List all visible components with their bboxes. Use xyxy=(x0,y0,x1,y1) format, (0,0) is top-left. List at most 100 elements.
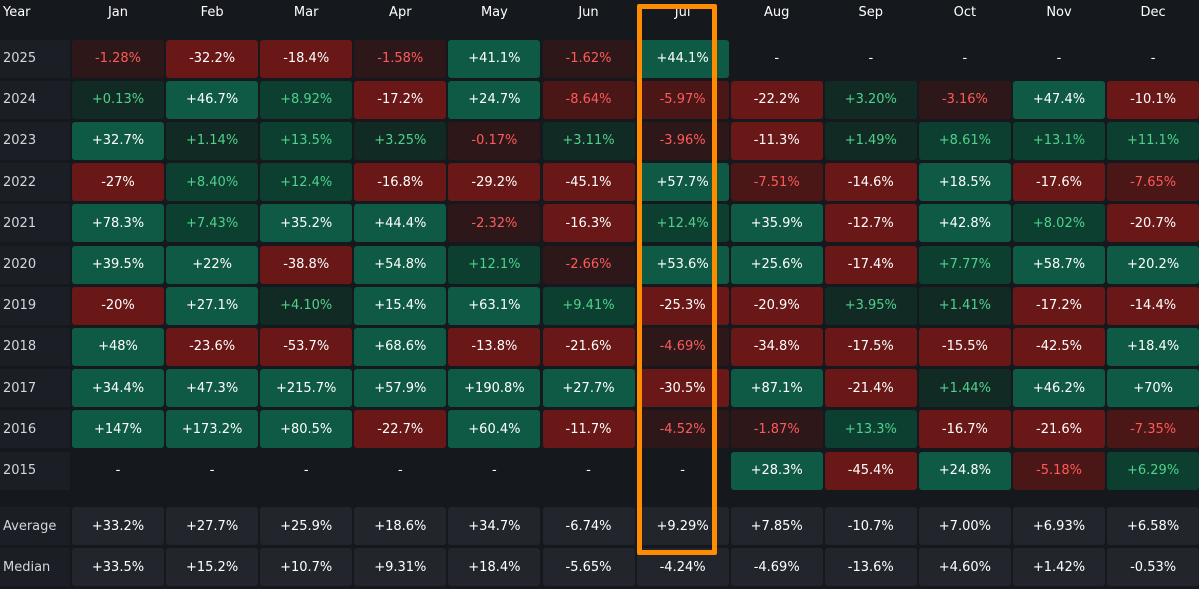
cell-2018-oct: -15.5% xyxy=(918,327,1011,366)
cell-2025-feb: -32.2% xyxy=(166,39,259,78)
cell-2015-apr: - xyxy=(397,463,403,478)
cell-2016-sep: +13.3% xyxy=(824,410,917,449)
cell-2020-apr: +54.8% xyxy=(354,245,447,284)
cell-2018-jun: -21.6% xyxy=(542,327,635,366)
cell-2020-mar: -38.8% xyxy=(260,245,353,284)
cell-2024-apr: -17.2% xyxy=(354,80,447,119)
cell-2017-jan: +34.4% xyxy=(72,369,164,408)
cell-2025-apr: -1.58% xyxy=(354,39,447,78)
cell-2018-may: -13.8% xyxy=(448,327,541,366)
cell-2025-mar: -18.4% xyxy=(260,39,353,78)
cell-2015-sep: -45.4% xyxy=(824,451,917,490)
cell-2024-jan: +0.13% xyxy=(72,80,164,119)
rows-label-2019: 2019 xyxy=(0,286,70,325)
cell-median-jul: -4.24% xyxy=(636,548,729,587)
column-header-nov: Nov xyxy=(1046,4,1072,20)
cell-2022-jun: -45.1% xyxy=(542,163,635,202)
rows-label-2022: 2022 xyxy=(0,163,70,202)
cell-average-dec: +6.58% xyxy=(1107,507,1199,545)
cell-2025-dec: - xyxy=(1150,51,1156,66)
cell-2023-aug: -11.3% xyxy=(730,121,823,160)
cell-2024-nov: +47.4% xyxy=(1013,80,1105,119)
cell-2021-mar: +35.2% xyxy=(260,204,353,243)
rows-label-2020: 2020 xyxy=(0,245,70,284)
cell-2023-jun: +3.11% xyxy=(542,121,635,160)
cell-2016-aug: -1.87% xyxy=(730,410,823,449)
cell-2022-oct: +18.5% xyxy=(918,163,1011,202)
cell-2022-may: -29.2% xyxy=(448,163,541,202)
cell-2017-jul: -30.5% xyxy=(636,369,729,408)
cell-2015-jun: - xyxy=(586,463,591,478)
column-header-jan: Jan xyxy=(107,4,129,20)
column-header-mar: Mar xyxy=(293,4,319,20)
cell-median-mar: +10.7% xyxy=(260,548,353,587)
cell-2015-aug: +28.3% xyxy=(730,451,823,490)
cell-2021-jul: +12.4% xyxy=(636,204,729,243)
cell-2015-feb: - xyxy=(209,463,215,478)
cell-2020-dec: +20.2% xyxy=(1107,245,1199,284)
cell-2019-dec: -14.4% xyxy=(1107,286,1199,325)
cell-2020-sep: -17.4% xyxy=(824,245,917,284)
cell-2021-sep: -12.7% xyxy=(824,204,917,243)
cell-2019-apr: +15.4% xyxy=(354,286,447,325)
cell-2017-jun: +27.7% xyxy=(542,369,635,408)
cell-2015-dec: +6.29% xyxy=(1107,451,1199,490)
cell-2019-oct: +1.41% xyxy=(918,286,1011,325)
cell-2023-mar: +13.5% xyxy=(260,121,353,160)
cell-2022-sep: -14.6% xyxy=(824,163,917,202)
cell-2018-feb: -23.6% xyxy=(166,327,259,366)
cell-average-jan: +33.2% xyxy=(72,507,164,545)
cell-2018-aug: -34.8% xyxy=(730,327,823,366)
cell-median-nov: +1.42% xyxy=(1013,548,1105,587)
cell-2016-jul: -4.52% xyxy=(636,410,729,449)
cell-2021-oct: +42.8% xyxy=(918,204,1011,243)
cell-2022-mar: +12.4% xyxy=(260,163,353,202)
cell-2018-sep: -17.5% xyxy=(824,327,917,366)
cell-2023-may: -0.17% xyxy=(448,121,541,160)
cell-2024-dec: -10.1% xyxy=(1107,80,1199,119)
cell-2022-nov: -17.6% xyxy=(1013,163,1105,202)
cell-average-sep: -10.7% xyxy=(824,507,917,545)
rows-label-2024: 2024 xyxy=(0,80,70,119)
corner-label: Year xyxy=(3,4,31,20)
cell-2020-oct: +7.77% xyxy=(918,245,1011,284)
cell-median-feb: +15.2% xyxy=(166,548,259,587)
cell-2025-may: +41.1% xyxy=(448,39,541,78)
cell-2024-oct: -3.16% xyxy=(918,80,1011,119)
column-header-dec: Dec xyxy=(1140,4,1166,20)
cell-2019-feb: +27.1% xyxy=(166,286,259,325)
cell-2024-jun: -8.64% xyxy=(542,80,635,119)
cell-2024-sep: +3.20% xyxy=(824,80,917,119)
rows-label-2015: 2015 xyxy=(0,451,70,490)
cell-2023-nov: +13.1% xyxy=(1013,121,1105,160)
rows-label-2021: 2021 xyxy=(0,204,70,243)
cell-2018-nov: -42.5% xyxy=(1013,327,1105,366)
column-header-sep: Sep xyxy=(858,4,884,20)
cell-2015-mar: - xyxy=(303,463,309,478)
cell-median-may: +18.4% xyxy=(448,548,541,587)
cell-2025-jan: -1.28% xyxy=(72,39,164,78)
cell-average-apr: +18.6% xyxy=(354,507,447,545)
cell-2017-may: +190.8% xyxy=(448,369,541,408)
column-header-apr: Apr xyxy=(389,4,412,20)
cell-2024-aug: -22.2% xyxy=(730,80,823,119)
cell-2020-aug: +25.6% xyxy=(730,245,823,284)
rows-label-2018: 2018 xyxy=(0,327,70,366)
cell-2016-jun: -11.7% xyxy=(542,410,635,449)
rows-label-2017: 2017 xyxy=(0,369,70,408)
cell-2017-sep: -21.4% xyxy=(824,369,917,408)
cell-median-oct: +4.60% xyxy=(918,548,1011,587)
cell-2023-jul: -3.96% xyxy=(636,121,729,160)
cell-2023-feb: +1.14% xyxy=(166,121,259,160)
cell-2016-dec: -7.35% xyxy=(1107,410,1199,449)
cell-average-oct: +7.00% xyxy=(918,507,1011,545)
cell-average-nov: +6.93% xyxy=(1013,507,1105,545)
cell-2015-jan: - xyxy=(115,463,121,478)
column-header-jul: Jul xyxy=(674,4,691,20)
cell-2022-apr: -16.8% xyxy=(354,163,447,202)
cell-2020-jul: +53.6% xyxy=(636,245,729,284)
cell-2021-aug: +35.9% xyxy=(730,204,823,243)
cell-2024-mar: +8.92% xyxy=(260,80,353,119)
cell-2020-feb: +22% xyxy=(166,245,259,284)
